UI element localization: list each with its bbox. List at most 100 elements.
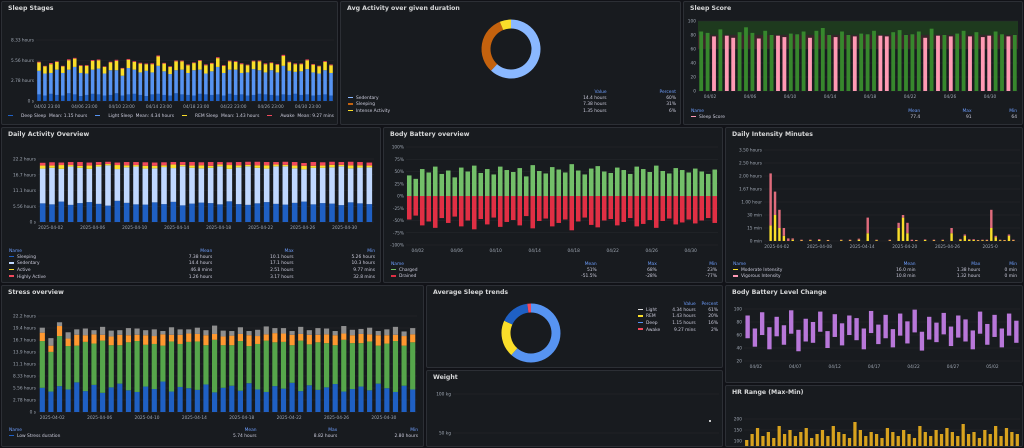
range-bar [897, 313, 903, 336]
bar [189, 203, 195, 222]
y-tick-label: 40 [737, 346, 743, 352]
legend-item[interactable]: REM Sleep Mean: 1.43 hours [182, 114, 259, 119]
bar [67, 204, 74, 222]
x-tick-label: 04/26 23:00 [258, 104, 284, 110]
bar [246, 346, 252, 384]
legend-value: 77.4 [910, 114, 921, 120]
bar [198, 69, 202, 94]
bar [281, 65, 286, 95]
bar [750, 32, 755, 91]
legend-item[interactable]: Awake Mean: 9.27 mins [267, 114, 334, 119]
legend-row[interactable]: Sleeping 7.38 hours 10.1 hours 5.26 hours [8, 254, 376, 261]
panel-intensity: Daily Intensity Minutes 3.50 hours 2.50 h… [725, 127, 1023, 283]
bar [39, 203, 46, 222]
x-tick-label: 2025-04-02 [40, 415, 65, 421]
bar [332, 345, 338, 385]
bar [227, 69, 232, 94]
y-tick-label: 150 [734, 428, 742, 434]
sleep-stages-chart[interactable]: 8.33 hours 5.56 hours 2.78 hours 0 s04/02 2… [2, 2, 338, 125]
hr-range-chart[interactable]: 200 150 100 [726, 386, 1023, 447]
legend-item[interactable]: Light Sleep Mean: 4.34 hours [95, 114, 174, 119]
panel-daily-activity: Daily Activity Overview 22.2 hours 16.7 h… [1, 127, 381, 283]
panel-title: Body Battery overview [390, 131, 470, 138]
bar [273, 164, 279, 167]
bar [65, 332, 71, 339]
bar-drained [458, 196, 464, 227]
legend-value: 10.1 hours [270, 254, 294, 260]
bar [123, 202, 130, 222]
bar [108, 387, 114, 412]
legend-row[interactable]: Low Stress duration 5.74 hours 8.82 hours 2… [8, 433, 419, 440]
legend-row[interactable]: Sleep Score 77.4 91 64 [690, 114, 1018, 121]
bar [43, 66, 47, 74]
daily-activity-chart[interactable]: 22.2 hours 16.7 hours 11.1 hours 5.56 hours… [2, 128, 381, 283]
legend-row[interactable]: Vigorous Intensity 10.8 min 1.32 hours 0 mi… [732, 274, 1018, 281]
legend-value: 9.27 mins [673, 327, 696, 333]
legend-row[interactable]: Highly Active 1.26 hours 3.17 hours 32.8 mi… [8, 274, 376, 281]
bar-drained [452, 196, 458, 217]
bar [229, 345, 235, 386]
bar [67, 165, 74, 167]
bar [138, 72, 143, 95]
bar [61, 65, 65, 67]
bar [872, 30, 876, 91]
legend-row[interactable]: Moderate Intensity 16.0 min 1.38 hours 0 mi… [732, 267, 1018, 274]
bar-charged [640, 169, 646, 196]
bar [211, 339, 218, 393]
bar [125, 328, 132, 336]
bar [215, 58, 220, 67]
bar [251, 94, 256, 101]
bar [988, 434, 992, 446]
legend-row[interactable]: Light 4.34 hours 61% [637, 307, 719, 314]
legend-row[interactable]: Drained -51.5% -28% -77% [390, 274, 718, 281]
pie-slice [491, 19, 541, 79]
x-tick-label: 04/18 [864, 94, 877, 100]
legend-row[interactable]: REM 1.43 hours 20% [637, 314, 719, 321]
bar-charged [484, 169, 490, 196]
range-bar [927, 316, 932, 340]
legend-row[interactable]: Charged 51% 68% 23% [390, 267, 718, 274]
bar [82, 391, 88, 412]
pie-slice [481, 21, 504, 71]
bar [211, 333, 218, 340]
body-battery-chart[interactable]: 100% 75% 50% 25% 0% -25% -50% -75% -100% 04/02 04/… [384, 128, 723, 283]
weight-chart[interactable]: 100 kg 50 kg [427, 371, 723, 447]
bar [384, 343, 390, 389]
bb-change-chart[interactable]: 100 80 60 40 20 04/02 04/07 04/12 04/17 04/22 04/2… [726, 286, 1023, 383]
bar [323, 94, 327, 101]
stress-chart[interactable]: 22.2 hours 19.4 hours 16.7 hours 13.9 hours… [2, 286, 424, 447]
bar [174, 60, 178, 62]
legend-row[interactable]: Active 46.8 mins 2.51 hours 9.77 mins [8, 267, 376, 274]
bar [203, 345, 209, 385]
legend-row[interactable]: Deep 1.15 hours 16% [637, 320, 719, 327]
y-tick-label: 22.2 hours [13, 157, 37, 163]
bar [1000, 34, 1004, 91]
y-tick-label: 13.9 hours [13, 350, 37, 356]
legend-header: Min [709, 261, 717, 267]
legend-row[interactable]: Intense Activity 1.35 hours 6% [347, 108, 677, 115]
legend-row[interactable]: Sleeping 7.38 hours 31% [347, 102, 677, 109]
bar [186, 65, 190, 73]
bar [366, 167, 373, 205]
bar [203, 335, 209, 346]
y-tick-label: 0 s [30, 220, 37, 226]
bar-charged [686, 172, 692, 196]
bar [699, 31, 704, 91]
legend-label: Charged [390, 267, 519, 274]
avg-activity-donut[interactable] [341, 2, 681, 125]
legend-item[interactable]: Deep Sleep Mean: 1.15 hours [8, 114, 87, 119]
legend-row[interactable]: Awake 9.27 mins 2% [637, 327, 719, 334]
bar [782, 37, 787, 91]
bar [151, 336, 157, 344]
avg-sleep-donut[interactable] [427, 286, 723, 368]
legend-row[interactable]: Sedentary 14.4 hours 60% [347, 95, 677, 102]
sleep-score-chart[interactable]: 100 80 60 40 20 0 04/02 04/06 04/10 04/14 04/18 04/… [684, 2, 1023, 125]
legend-row[interactable]: Sedentary 14.4 hours 17.1 hours 10.3 hours [8, 261, 376, 268]
bar [878, 35, 883, 91]
bar [160, 381, 166, 412]
legend-value: 8.82 hours [313, 433, 338, 439]
bar [144, 70, 149, 97]
bar-drained [621, 196, 627, 222]
x-tick-label: 04/17 [868, 364, 881, 370]
intensity-chart[interactable]: 3.50 hours 2.50 hours 2.00 hours 1.67 hours… [726, 128, 1023, 283]
